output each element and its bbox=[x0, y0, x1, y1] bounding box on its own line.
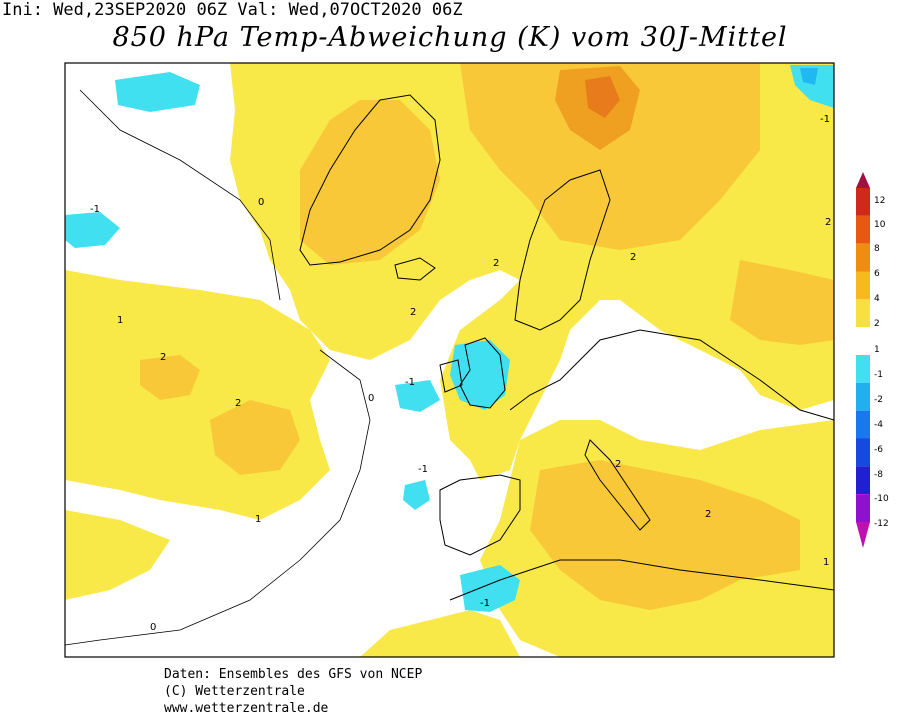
contour-label: 2 bbox=[825, 217, 831, 228]
legend-colorbar: 12 10 8 6 4 2 1 -1 -2 -4 -6 -8 -10 -12 bbox=[856, 172, 889, 548]
contour-label: 0 bbox=[258, 197, 264, 208]
contour-label: 2 bbox=[615, 459, 621, 470]
map-title: 850 hPa Temp-Abweichung (K) vom 30J-Mitt… bbox=[112, 22, 788, 53]
contour-label: -1 bbox=[820, 114, 830, 125]
legend-tick-label: 4 bbox=[874, 294, 880, 304]
contour-label: 0 bbox=[368, 393, 374, 404]
contour-label: 2 bbox=[705, 509, 711, 520]
legend-tick-label: -8 bbox=[874, 470, 883, 480]
legend-tick-label: -2 bbox=[874, 395, 883, 405]
nafrica-coast bbox=[449, 559, 834, 601]
legend-cell bbox=[856, 215, 870, 244]
contour-label: 2 bbox=[410, 307, 416, 318]
legend-cell bbox=[856, 355, 870, 383]
contour-label: -1 bbox=[480, 598, 490, 609]
field-m1-uk bbox=[450, 340, 510, 410]
legend-tick-label: -4 bbox=[874, 420, 883, 430]
footer-copyright: (C) Wetterzentrale bbox=[164, 684, 305, 699]
map-frame bbox=[64, 62, 835, 658]
contours bbox=[65, 89, 371, 646]
legend-tick-label: -6 bbox=[874, 445, 883, 455]
uk-coast bbox=[459, 337, 506, 409]
field-m1-nafrica bbox=[460, 565, 520, 612]
legend-cell bbox=[856, 188, 870, 216]
contour-0-atl bbox=[65, 349, 371, 646]
contour-label: 1 bbox=[255, 514, 261, 525]
iceland-coast bbox=[394, 257, 436, 281]
footer-source: Daten: Ensembles des GFS von NCEP bbox=[164, 667, 423, 682]
anomaly-field bbox=[65, 63, 834, 657]
contour-label: 2 bbox=[160, 352, 166, 363]
legend-tick-label: 2 bbox=[874, 319, 880, 329]
legend-arrow-top bbox=[856, 172, 870, 188]
legend-cell bbox=[856, 327, 870, 355]
contour-label: -1 bbox=[418, 464, 428, 475]
legend-cell bbox=[856, 410, 870, 439]
legend-tick-label: 8 bbox=[874, 244, 880, 254]
scandinavia-coast bbox=[514, 169, 611, 331]
field-2-4-atl1 bbox=[140, 355, 200, 400]
legend-tick-label: -10 bbox=[874, 494, 889, 504]
contour-label: 2 bbox=[235, 398, 241, 409]
field-m1-atl bbox=[395, 380, 440, 412]
coastlines bbox=[299, 94, 834, 601]
legend-tick-label: -12 bbox=[874, 519, 889, 529]
iberia-coast bbox=[439, 474, 521, 556]
legend-tick-label: 10 bbox=[874, 220, 886, 230]
legend-cell bbox=[856, 494, 870, 522]
field-2-4-med bbox=[530, 460, 800, 610]
field-m1-iberia bbox=[403, 480, 430, 510]
legend-cell bbox=[856, 271, 870, 300]
greenland-coast bbox=[299, 94, 441, 266]
legend-cell bbox=[856, 466, 870, 495]
field-1-2-sw bbox=[65, 510, 170, 600]
contour-label: -1 bbox=[405, 377, 415, 388]
contour-label: 0 bbox=[150, 622, 156, 633]
legend-cell bbox=[856, 243, 870, 272]
ireland-coast bbox=[439, 359, 463, 393]
contour-label: 1 bbox=[823, 557, 829, 568]
europe-coast bbox=[509, 329, 834, 421]
field-m2-ne bbox=[800, 68, 818, 85]
footer-website: www.wetterzentrale.de bbox=[164, 701, 329, 716]
field-m1-greenland-w bbox=[65, 212, 120, 248]
field-2-4-east bbox=[730, 260, 834, 345]
contour-label: 2 bbox=[630, 252, 636, 263]
legend-tick-label: -1 bbox=[874, 370, 883, 380]
legend-tick-label: 12 bbox=[874, 196, 885, 206]
legend-tick-label: 1 bbox=[874, 345, 880, 355]
italy-coast bbox=[584, 439, 651, 531]
run-info: Ini: Wed,23SEP2020 06Z Val: Wed,07OCT202… bbox=[2, 0, 463, 20]
legend-cell bbox=[856, 382, 870, 411]
field-m1-canada bbox=[115, 72, 200, 112]
contour-label-group: -1 0 1 2 2 -1 0 2 2 2 -1 1 0 2 2 -1 -1 2… bbox=[90, 114, 831, 633]
legend-cell bbox=[856, 299, 870, 328]
field-m1-ne bbox=[790, 65, 834, 108]
legend-arrow-bottom bbox=[856, 522, 870, 548]
field-2-4-atl2 bbox=[210, 400, 300, 475]
field-2-4-greenland bbox=[300, 100, 440, 265]
contour-0-west bbox=[79, 89, 281, 301]
contour-label: -1 bbox=[90, 204, 100, 215]
legend-tick-label: 6 bbox=[874, 269, 880, 279]
legend-cell bbox=[856, 438, 870, 467]
contour-label: 2 bbox=[493, 258, 499, 269]
field-2-4-arctic bbox=[460, 63, 760, 250]
field-1-2-nafrica bbox=[360, 610, 520, 657]
field-6-8-barents bbox=[585, 76, 620, 118]
contour-label: 1 bbox=[117, 315, 123, 326]
